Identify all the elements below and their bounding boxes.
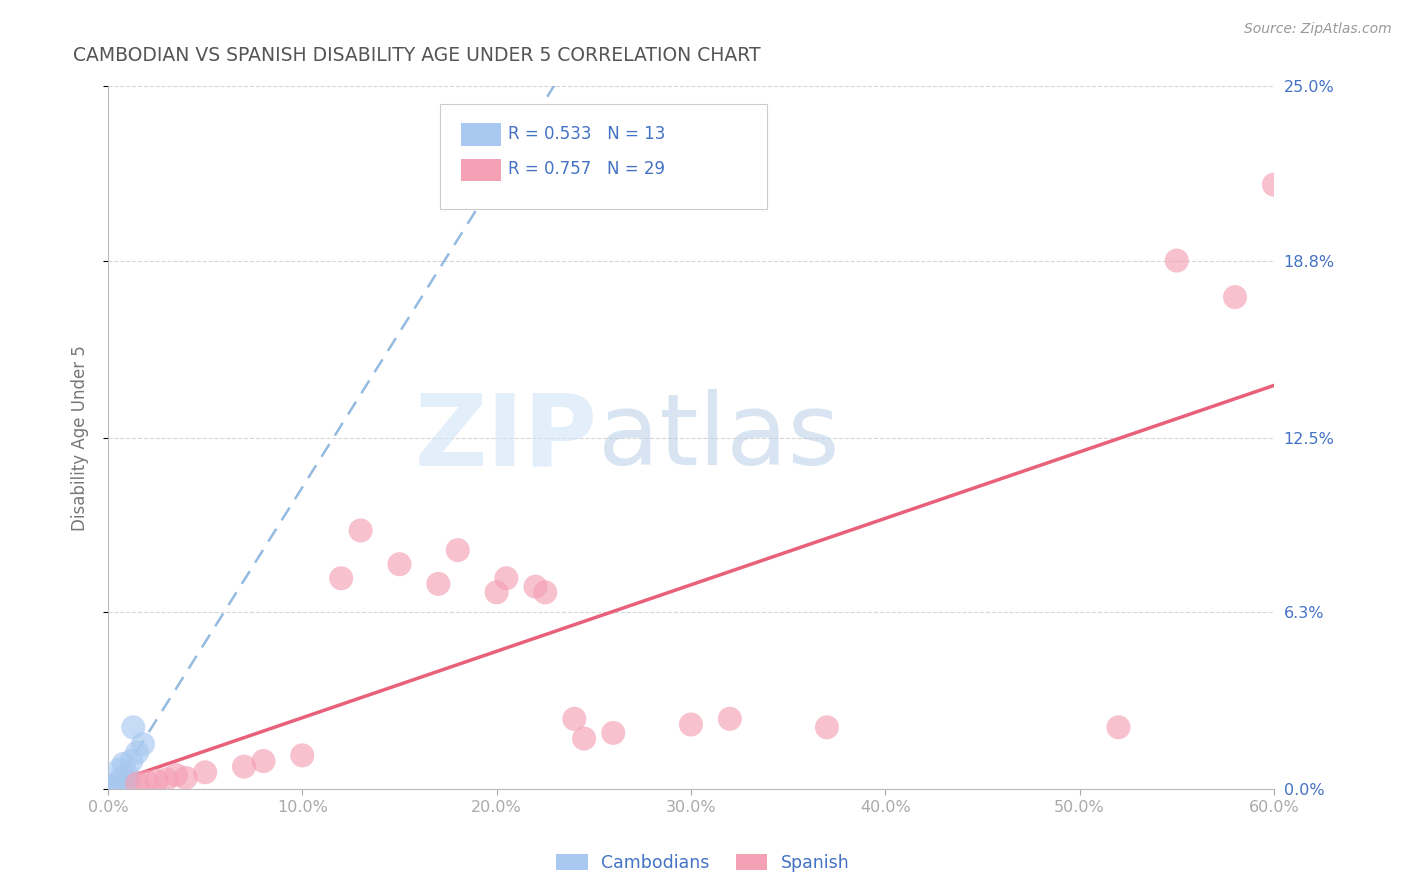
Point	[447, 543, 470, 558]
Point	[155, 772, 177, 787]
Point	[118, 775, 141, 789]
Point	[108, 763, 131, 777]
FancyBboxPatch shape	[461, 123, 501, 146]
Y-axis label: Disability Age Under 5: Disability Age Under 5	[72, 344, 89, 531]
Point	[135, 775, 157, 789]
Point	[127, 746, 149, 760]
Point	[120, 754, 142, 768]
Point	[572, 731, 595, 746]
Text: R = 0.533   N = 13: R = 0.533 N = 13	[508, 125, 665, 143]
Point	[495, 571, 517, 585]
Point	[330, 571, 353, 585]
Point	[104, 778, 127, 792]
Point	[291, 748, 314, 763]
Text: Source: ZipAtlas.com: Source: ZipAtlas.com	[1244, 22, 1392, 37]
Point	[252, 754, 274, 768]
Point	[117, 768, 139, 782]
Text: atlas: atlas	[598, 389, 839, 486]
Point	[679, 717, 702, 731]
FancyBboxPatch shape	[461, 159, 501, 181]
Point	[427, 577, 450, 591]
Point	[103, 780, 125, 794]
Point	[524, 580, 547, 594]
Point	[349, 524, 371, 538]
Point	[485, 585, 508, 599]
Point	[1263, 178, 1285, 192]
Legend: Cambodians, Spanish: Cambodians, Spanish	[550, 847, 856, 879]
Text: R = 0.757   N = 29: R = 0.757 N = 29	[508, 161, 665, 178]
Point	[602, 726, 624, 740]
Point	[107, 776, 129, 790]
Point	[233, 759, 256, 773]
Point	[1223, 290, 1246, 304]
Point	[127, 776, 149, 790]
Point	[132, 737, 155, 751]
Point	[1107, 720, 1129, 734]
Point	[122, 720, 145, 734]
Point	[194, 765, 217, 780]
FancyBboxPatch shape	[440, 103, 766, 210]
Point	[1166, 253, 1188, 268]
Point	[165, 768, 187, 782]
Text: ZIP: ZIP	[415, 389, 598, 486]
Point	[815, 720, 838, 734]
Text: CAMBODIAN VS SPANISH DISABILITY AGE UNDER 5 CORRELATION CHART: CAMBODIAN VS SPANISH DISABILITY AGE UNDE…	[73, 46, 761, 65]
Point	[718, 712, 741, 726]
Point	[110, 771, 132, 785]
Point	[112, 756, 135, 771]
Point	[174, 771, 197, 785]
Point	[145, 773, 167, 788]
Point	[564, 712, 586, 726]
Point	[534, 585, 557, 599]
Point	[114, 773, 136, 788]
Point	[388, 558, 411, 572]
